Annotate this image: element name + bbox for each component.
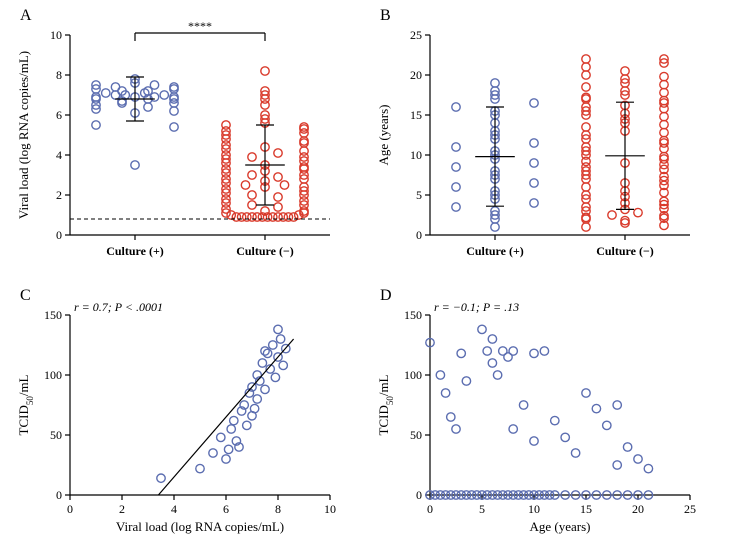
svg-text:150: 150: [404, 308, 422, 322]
svg-text:15: 15: [580, 502, 592, 516]
svg-text:150: 150: [44, 308, 62, 322]
svg-text:100: 100: [404, 368, 422, 382]
svg-text:50: 50: [50, 428, 62, 442]
svg-text:10: 10: [528, 502, 540, 516]
svg-text:D: D: [380, 287, 392, 304]
svg-text:100: 100: [44, 368, 62, 382]
svg-text:5: 5: [416, 188, 422, 202]
svg-text:10: 10: [50, 28, 62, 42]
svg-text:15: 15: [410, 108, 422, 122]
svg-text:10: 10: [324, 502, 336, 516]
svg-text:4: 4: [56, 148, 62, 162]
figure-container: A 0 2 4 6 8 10 Viral load (log RNA copies/mL) Cu…: [0, 0, 730, 538]
y-axis-label: Viral load (log RNA copies/mL): [16, 51, 31, 219]
svg-text:Culture (+): Culture (+): [466, 244, 524, 258]
svg-text:****: ****: [188, 19, 212, 33]
figure-svg: A 0 2 4 6 8 10 Viral load (log RNA copies/mL) Cu…: [0, 0, 730, 538]
svg-text:5: 5: [479, 502, 485, 516]
svg-text:r = 0.7; P < .0001: r = 0.7; P < .0001: [74, 300, 163, 314]
panel-label: A: [20, 7, 32, 24]
svg-text:Culture (−): Culture (−): [596, 244, 654, 258]
svg-text:0: 0: [56, 228, 62, 242]
svg-text:2: 2: [56, 188, 62, 202]
svg-text:25: 25: [410, 28, 422, 42]
svg-text:0: 0: [416, 228, 422, 242]
svg-text:6: 6: [223, 502, 229, 516]
svg-text:50: 50: [410, 428, 422, 442]
svg-text:TCID50/mL: TCID50/mL: [16, 374, 35, 435]
svg-text:2: 2: [119, 502, 125, 516]
svg-text:4: 4: [171, 502, 177, 516]
svg-text:20: 20: [632, 502, 644, 516]
svg-text:10: 10: [410, 148, 422, 162]
svg-text:0: 0: [67, 502, 73, 516]
svg-text:25: 25: [684, 502, 696, 516]
svg-text:0: 0: [427, 502, 433, 516]
panel-label: B: [380, 7, 391, 24]
svg-text:8: 8: [275, 502, 281, 516]
svg-text:Age (years): Age (years): [530, 519, 591, 534]
y-axis-label: Age (years): [376, 105, 391, 166]
svg-text:20: 20: [410, 68, 422, 82]
svg-text:TCID50/mL: TCID50/mL: [376, 374, 395, 435]
svg-text:C: C: [20, 287, 31, 304]
svg-text:0: 0: [416, 488, 422, 502]
svg-text:Culture (+): Culture (+): [106, 244, 164, 258]
svg-text:Viral load (log RNA copies/mL): Viral load (log RNA copies/mL): [116, 519, 284, 534]
svg-text:Culture (−): Culture (−): [236, 244, 294, 258]
svg-text:r = −0.1; P = .13: r = −0.1; P = .13: [434, 300, 519, 314]
svg-text:8: 8: [56, 68, 62, 82]
svg-text:6: 6: [56, 108, 62, 122]
svg-text:0: 0: [56, 488, 62, 502]
